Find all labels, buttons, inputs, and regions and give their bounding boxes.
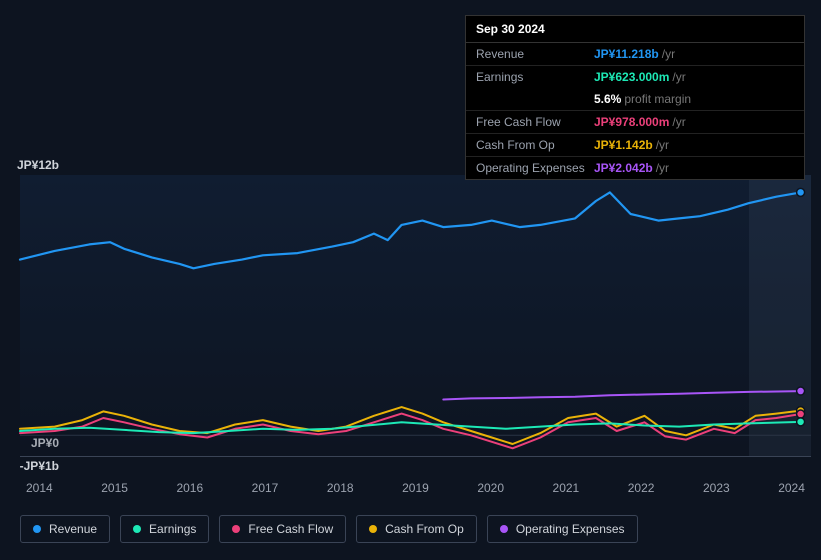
legend-label: Revenue: [49, 522, 97, 536]
profit-margin-value: 5.6%: [594, 92, 621, 106]
legend-item[interactable]: Operating Expenses: [487, 515, 638, 543]
legend-label: Cash From Op: [385, 522, 464, 536]
series-end-dot: [797, 410, 805, 418]
tooltip-row-suffix: /yr: [672, 70, 685, 84]
x-axis-label: 2014: [26, 481, 53, 495]
tooltip-rows-bottom: Free Cash FlowJP¥978.000m/yrCash From Op…: [466, 111, 804, 179]
tooltip-row-label: Operating Expenses: [476, 161, 594, 175]
x-axis-label: 2023: [703, 481, 730, 495]
y-axis-label: JP¥12b: [9, 158, 59, 172]
tooltip-row-suffix: /yr: [656, 161, 669, 175]
x-axis-label: 2020: [477, 481, 504, 495]
tooltip-row-label: Free Cash Flow: [476, 115, 594, 129]
profit-margin-label: profit margin: [624, 92, 691, 106]
tooltip-row-value: JP¥978.000m: [594, 115, 669, 129]
financials-chart: Sep 30 2024 RevenueJP¥11.218b/yrEarnings…: [0, 0, 821, 560]
x-axis: 2014 2015 2016 2017 2018 2019 2020 2021 2022 2023…: [20, 481, 811, 495]
x-axis-label: 2018: [327, 481, 354, 495]
tooltip-row: Free Cash FlowJP¥978.000m/yr: [466, 111, 804, 134]
legend-label: Operating Expenses: [516, 522, 625, 536]
x-axis-label: 2015: [101, 481, 128, 495]
legend-dot-icon: [232, 525, 240, 533]
series-end-dot: [797, 418, 805, 426]
tooltip-date: Sep 30 2024: [466, 16, 804, 43]
legend-dot-icon: [33, 525, 41, 533]
tooltip-row-value: JP¥1.142b: [594, 138, 653, 152]
tooltip-row-suffix: /yr: [656, 138, 669, 152]
tooltip-row-value: JP¥623.000m: [594, 70, 669, 84]
x-axis-label: 2024: [778, 481, 805, 495]
series-operating_expenses: [443, 391, 800, 399]
legend-dot-icon: [369, 525, 377, 533]
tooltip-row: Cash From OpJP¥1.142b/yr: [466, 134, 804, 157]
legend-item[interactable]: Cash From Op: [356, 515, 477, 543]
tooltip-row-suffix: /yr: [662, 47, 675, 61]
legend: Revenue Earnings Free Cash Flow Cash From O…: [20, 515, 638, 543]
tooltip-row: EarningsJP¥623.000m/yr: [466, 66, 804, 88]
x-axis-label: 2016: [176, 481, 203, 495]
legend-label: Earnings: [149, 522, 196, 536]
series-end-dot: [797, 188, 805, 196]
series-end-dot: [797, 387, 805, 395]
plot-area[interactable]: [20, 175, 811, 457]
x-axis-label: 2017: [252, 481, 279, 495]
tooltip-row-label: Earnings: [476, 70, 594, 84]
x-axis-label: 2021: [553, 481, 580, 495]
tooltip-row-value: JP¥11.218b: [594, 47, 659, 61]
tooltip-row-suffix: /yr: [672, 115, 685, 129]
legend-item[interactable]: Earnings: [120, 515, 209, 543]
chart-tooltip: Sep 30 2024 RevenueJP¥11.218b/yrEarnings…: [465, 15, 805, 180]
series-earnings: [20, 422, 801, 433]
legend-dot-icon: [500, 525, 508, 533]
tooltip-profit-margin: 5.6% profit margin: [466, 88, 804, 111]
x-axis-label: 2019: [402, 481, 429, 495]
legend-label: Free Cash Flow: [248, 522, 333, 536]
tooltip-row: Operating ExpensesJP¥2.042b/yr: [466, 157, 804, 179]
chart-svg: [20, 175, 811, 456]
legend-dot-icon: [133, 525, 141, 533]
y-axis-label: -JP¥1b: [9, 459, 59, 473]
tooltip-row: RevenueJP¥11.218b/yr: [466, 43, 804, 66]
legend-item[interactable]: Free Cash Flow: [219, 515, 346, 543]
tooltip-rows-top: RevenueJP¥11.218b/yrEarningsJP¥623.000m/…: [466, 43, 804, 88]
tooltip-row-label: Revenue: [476, 47, 594, 61]
x-axis-label: 2022: [628, 481, 655, 495]
tooltip-row-value: JP¥2.042b: [594, 161, 653, 175]
tooltip-row-label: Cash From Op: [476, 138, 594, 152]
legend-item[interactable]: Revenue: [20, 515, 110, 543]
series-revenue: [20, 192, 801, 268]
